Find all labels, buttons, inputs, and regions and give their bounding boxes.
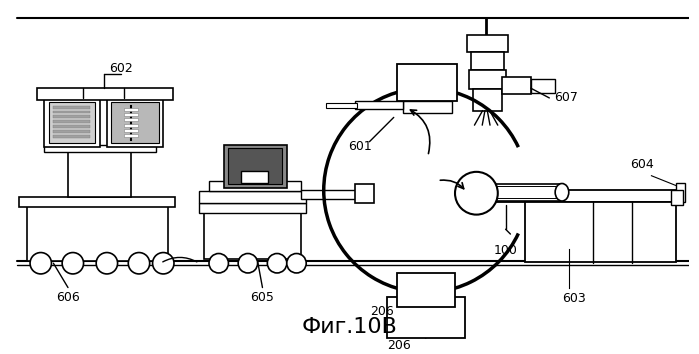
Bar: [531, 79, 555, 93]
Bar: [301, 190, 360, 199]
Bar: [494, 183, 562, 201]
Bar: [124, 129, 138, 132]
Circle shape: [30, 252, 52, 274]
Bar: [473, 89, 502, 110]
Text: Фиг.10B: Фиг.10B: [302, 318, 398, 337]
Bar: [48, 102, 95, 143]
Bar: [467, 35, 507, 52]
Circle shape: [267, 253, 287, 273]
Circle shape: [129, 252, 150, 274]
Bar: [396, 273, 455, 307]
Text: 601: 601: [348, 140, 372, 153]
Bar: [53, 130, 90, 133]
Bar: [457, 190, 681, 202]
Bar: [209, 181, 301, 191]
Ellipse shape: [555, 183, 569, 201]
Text: 100: 100: [493, 244, 517, 257]
Circle shape: [238, 253, 258, 273]
Bar: [326, 103, 356, 108]
Bar: [468, 70, 505, 89]
Bar: [124, 135, 138, 137]
Bar: [387, 297, 465, 338]
Bar: [107, 98, 164, 147]
Bar: [355, 101, 403, 109]
Bar: [43, 98, 100, 147]
Text: 605: 605: [250, 291, 275, 304]
Bar: [124, 118, 138, 121]
Bar: [53, 120, 90, 123]
Bar: [53, 115, 90, 118]
Bar: [229, 148, 282, 184]
Text: 606: 606: [56, 291, 80, 304]
Bar: [671, 190, 682, 205]
Text: 607: 607: [554, 91, 578, 104]
Text: 602: 602: [110, 62, 134, 75]
Circle shape: [287, 253, 306, 273]
Text: 206: 206: [387, 339, 410, 352]
Circle shape: [455, 172, 498, 215]
Bar: [224, 145, 287, 188]
Bar: [53, 106, 90, 109]
Bar: [241, 171, 268, 183]
Bar: [43, 145, 155, 152]
Bar: [396, 64, 457, 101]
Bar: [53, 125, 90, 128]
Bar: [204, 213, 301, 259]
Bar: [37, 88, 173, 100]
Bar: [110, 102, 159, 143]
Bar: [124, 124, 138, 127]
Circle shape: [62, 252, 84, 274]
Bar: [502, 76, 531, 94]
Circle shape: [96, 252, 117, 274]
Bar: [20, 197, 175, 207]
Bar: [199, 191, 306, 203]
Bar: [27, 205, 168, 261]
Text: 206: 206: [370, 306, 394, 318]
Text: 603: 603: [562, 292, 586, 306]
Bar: [53, 110, 90, 114]
Text: 604: 604: [630, 158, 654, 171]
Bar: [199, 203, 306, 213]
Bar: [124, 108, 138, 110]
Bar: [470, 52, 503, 70]
Bar: [53, 135, 90, 138]
Bar: [676, 183, 686, 202]
Bar: [525, 202, 676, 262]
Bar: [124, 113, 138, 116]
Bar: [403, 101, 452, 113]
Circle shape: [152, 252, 174, 274]
Bar: [355, 183, 374, 203]
Circle shape: [209, 253, 229, 273]
Bar: [68, 152, 131, 197]
